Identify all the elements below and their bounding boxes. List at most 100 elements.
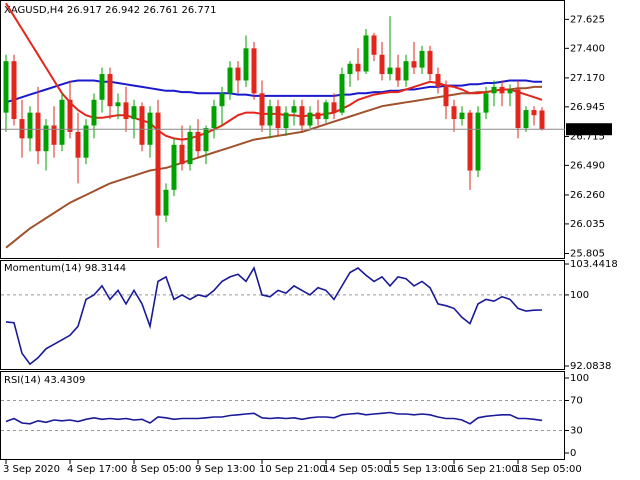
candle-body	[187, 131, 193, 165]
candle-body	[531, 110, 537, 116]
y-tick-label: 27.400	[570, 43, 605, 54]
candle-body	[195, 131, 201, 152]
candle-body	[379, 54, 385, 75]
candle-body	[411, 61, 417, 68]
candle-body	[59, 99, 65, 145]
candle-body	[251, 48, 257, 94]
x-tick-label: 15 Sep 13:00	[387, 464, 454, 475]
candle-body	[387, 67, 393, 75]
candle-body	[259, 93, 265, 126]
candle-body	[75, 131, 81, 158]
y-tick-label: 26.260	[570, 190, 605, 201]
candle-body	[243, 48, 249, 81]
candle-body	[371, 35, 377, 55]
candle-body	[11, 61, 17, 120]
candle-body	[275, 106, 281, 129]
open-value: 26.917	[67, 5, 102, 16]
candle-body	[91, 99, 97, 126]
candle-body	[51, 125, 57, 145]
x-tick-label: 3 Sep 2020	[3, 464, 60, 475]
candle-body	[507, 89, 513, 94]
candle-body	[355, 63, 361, 72]
candle-body	[363, 35, 369, 72]
candle-body	[539, 110, 545, 130]
candle-body	[315, 112, 321, 120]
candle-body	[139, 106, 145, 145]
candle-body	[451, 106, 457, 120]
candle-body	[299, 106, 305, 126]
y-tick-label: 25.805	[570, 248, 605, 259]
y-tick-label: 26.490	[570, 160, 605, 171]
candle-body	[331, 102, 337, 113]
x-tick-label: 9 Sep 13:00	[195, 464, 255, 475]
candle-body	[147, 112, 153, 145]
candle-body	[515, 89, 521, 129]
indicator-name: RSI(14)	[4, 375, 41, 386]
low-value: 26.761	[143, 5, 178, 16]
candle-body	[339, 74, 345, 113]
candle-body	[291, 106, 297, 113]
candle-body	[171, 144, 177, 190]
candle-body	[395, 67, 401, 81]
y-tick-label: 100	[570, 373, 589, 384]
indicator-value: 43.4309	[44, 375, 85, 386]
momentum-panel	[0, 260, 565, 370]
candle-body	[107, 74, 113, 107]
momentum-header: Momentum(14) 98.3144	[4, 263, 126, 274]
candle-body	[267, 106, 273, 126]
candle-body	[419, 50, 425, 68]
candle-body	[323, 102, 329, 120]
x-tick-label: 18 Sep 05:00	[515, 464, 582, 475]
candle-body	[155, 112, 161, 216]
x-tick-label: 4 Sep 17:00	[67, 464, 127, 475]
y-tick-label: 30	[570, 426, 583, 437]
candle-body	[499, 86, 505, 94]
x-tick-label: 8 Sep 05:00	[131, 464, 191, 475]
candle-body	[35, 112, 41, 152]
candle-body	[99, 74, 105, 100]
candle-body	[163, 189, 169, 216]
candle-body	[475, 112, 481, 171]
current-price-box	[566, 123, 612, 136]
y-tick-label: 26.715	[570, 131, 605, 142]
indicator-line	[5, 85, 542, 249]
candle-body	[483, 93, 489, 113]
y-tick-label: 70	[570, 396, 583, 407]
candle-body	[179, 144, 185, 165]
candle-body	[403, 61, 409, 81]
candle-body	[491, 86, 497, 94]
candle-body	[307, 112, 313, 126]
symbol: XAGUSD,H4	[4, 5, 64, 16]
candle-body	[27, 112, 33, 139]
candle-body	[523, 110, 529, 129]
candle-body	[19, 119, 25, 139]
y-tick-label: 26.945	[570, 102, 605, 113]
candle-body	[115, 102, 121, 107]
candle-body	[43, 125, 49, 152]
x-tick-label: 16 Sep 21:00	[451, 464, 518, 475]
high-value: 26.942	[105, 5, 140, 16]
candle-body	[283, 112, 289, 129]
x-tick-label: 10 Sep 21:00	[259, 464, 326, 475]
candle-body	[131, 106, 137, 120]
candle-body	[347, 63, 353, 75]
indicator-name: Momentum(14)	[4, 263, 82, 274]
y-tick-label: 27.625	[570, 14, 605, 25]
current-price-label: 26.771	[569, 124, 604, 135]
indicator-value: 98.3144	[85, 263, 126, 274]
candle-body	[435, 74, 441, 87]
candle-body	[211, 106, 217, 129]
y-tick-label: 0	[570, 448, 576, 459]
price-header: XAGUSD,H4 26.917 26.942 26.761 26.771	[4, 5, 216, 16]
rsi-header: RSI(14) 43.4309	[4, 375, 85, 386]
y-tick-label: 100	[570, 290, 589, 301]
indicator-line	[5, 411, 543, 425]
candle-body	[219, 93, 225, 107]
candle-body	[459, 112, 465, 120]
candle-body	[83, 125, 89, 158]
close-value: 26.771	[181, 5, 216, 16]
candle-body	[235, 67, 241, 81]
rsi-panel	[0, 371, 565, 460]
